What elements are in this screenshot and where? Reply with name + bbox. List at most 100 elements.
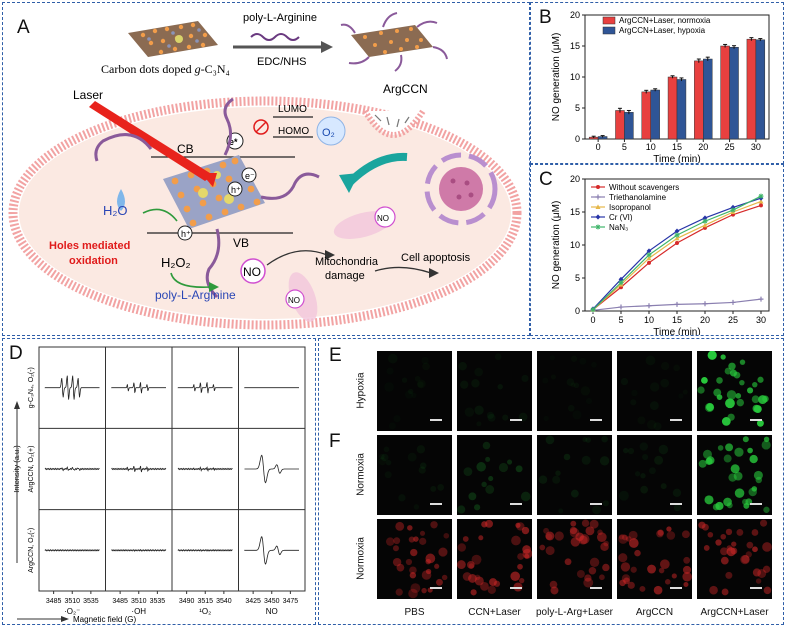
cell-fluorescence <box>596 532 607 543</box>
cell-fluorescence <box>753 405 762 413</box>
carbon-dots-label: Carbon dots doped <box>101 62 195 76</box>
cell-fluorescence <box>379 453 385 460</box>
cell-fluorescence <box>462 572 472 581</box>
cell-fluorescence <box>515 522 521 528</box>
marker-point <box>759 203 763 208</box>
cell-fluorescence <box>539 544 546 551</box>
micrograph-2-4 <box>697 519 772 599</box>
cell-fluorescence <box>389 422 396 429</box>
cell-fluorescence <box>730 464 740 474</box>
y-tick-label: 0 <box>575 306 580 316</box>
cell-fluorescence <box>405 390 413 398</box>
bar-normoxia <box>694 60 704 140</box>
cell-fluorescence <box>466 561 475 569</box>
x-tick-label: 3485 <box>46 598 62 605</box>
micrograph-0-0 <box>377 351 452 431</box>
marker-point <box>646 252 652 258</box>
cell-fluorescence <box>682 571 692 582</box>
cell-fluorescence <box>458 361 467 371</box>
x-tick-label: 3475 <box>283 598 299 605</box>
cell-fluorescence <box>554 531 564 541</box>
cell-fluorescence <box>739 379 745 386</box>
x-tick-label: 3510 <box>64 598 80 605</box>
cell-fluorescence <box>485 485 495 494</box>
cell-fluorescence <box>481 481 487 488</box>
cell-fluorescence <box>736 398 745 407</box>
carbon-dots-sheet <box>128 21 218 57</box>
cell-fluorescence <box>600 542 609 551</box>
x-tick-label: 3515 <box>197 598 213 605</box>
cell-fluorescence <box>743 502 750 509</box>
cell-fluorescence <box>620 377 629 386</box>
row-label: g-C₃N₄, O₂(-) <box>28 367 35 408</box>
marker-point <box>590 307 596 313</box>
cell-fluorescence <box>639 442 648 451</box>
cell-fluorescence <box>726 390 737 400</box>
cell-fluorescence <box>681 530 690 539</box>
cell-fluorescence <box>494 353 502 361</box>
panel-e-label: E <box>329 345 342 366</box>
cell-fluorescence <box>478 535 484 541</box>
cell-fluorescence <box>542 378 548 384</box>
x-tick-label: 0 <box>590 315 595 325</box>
marker-point <box>646 248 652 254</box>
x-tick-label: 10 <box>646 142 656 152</box>
marker-point <box>702 222 708 228</box>
cell-fluorescence <box>628 538 639 548</box>
cell-fluorescence <box>715 539 722 546</box>
cell-fluorescence <box>709 585 718 595</box>
x-tick-label: 10 <box>644 315 654 325</box>
cell-fluorescence <box>482 441 491 450</box>
scale-bar <box>430 503 442 505</box>
cell-fluorescence <box>524 553 530 559</box>
cell-fluorescence <box>599 456 610 466</box>
cell-fluorescence <box>648 467 656 475</box>
no-bubble <box>240 258 266 284</box>
cell-fluorescence <box>381 453 389 462</box>
cell-fluorescence <box>660 378 670 388</box>
x-tick-label: 5 <box>618 315 623 325</box>
cell-fluorescence <box>409 566 417 575</box>
cell-fluorescence <box>706 456 715 465</box>
cell-fluorescence <box>660 483 667 490</box>
column-label: PBS <box>404 607 425 618</box>
panel-f-label: F <box>329 431 341 452</box>
cell-fluorescence <box>522 545 531 554</box>
micrograph-0-2 <box>537 351 612 431</box>
scale-bar <box>590 587 602 589</box>
cell-fluorescence <box>383 446 390 453</box>
cell-fluorescence <box>416 445 426 454</box>
scale-bar <box>670 503 682 505</box>
cell-fluorescence <box>666 531 676 540</box>
cell-fluorescence <box>421 587 427 594</box>
cell-fluorescence <box>506 459 513 465</box>
cell-fluorescence <box>751 486 758 492</box>
cell-fluorescence <box>646 419 657 430</box>
cell-fluorescence <box>701 523 709 531</box>
column-label: ArgCCN <box>635 607 674 618</box>
cell-fluorescence <box>745 551 752 558</box>
y-tick-label: 20 <box>570 174 580 184</box>
x-tick-label: 3485 <box>112 598 128 605</box>
cell-fluorescence <box>649 401 659 411</box>
cell-fluorescence <box>747 447 753 454</box>
cell-fluorescence <box>468 563 475 569</box>
scale-bar <box>750 587 762 589</box>
cell-fluorescence <box>735 393 742 399</box>
epr-trace <box>111 382 166 394</box>
cell-fluorescence <box>749 454 758 464</box>
panel-a-label: A <box>17 17 30 38</box>
cell-fluorescence <box>422 362 430 371</box>
y-tick-label: 0 <box>575 134 580 144</box>
cell-fluorescence <box>741 555 750 564</box>
panel-b: B 0 5 10 15 20 0 5 10 15 20 25 30 Time (min) NO gener… <box>530 2 784 164</box>
panel-c: C 0 5 10 15 20 0 5 10 15 20 25 30 Time (min) NO gener… <box>530 164 784 336</box>
cell-fluorescence <box>487 413 496 422</box>
cell-fluorescence <box>395 521 405 531</box>
cell-fluorescence <box>634 549 641 557</box>
cell-fluorescence <box>585 437 592 443</box>
cell-fluorescence <box>566 378 575 387</box>
cell-fluorescence <box>589 557 600 568</box>
cell-fluorescence <box>517 563 523 570</box>
